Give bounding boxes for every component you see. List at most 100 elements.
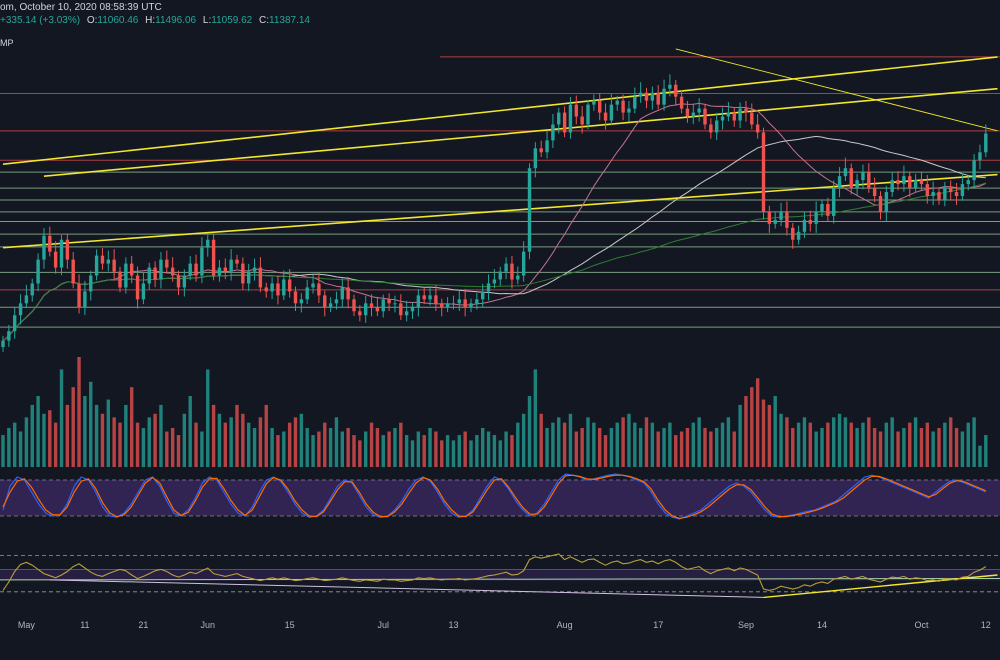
volume-bar bbox=[393, 427, 397, 467]
candle-body bbox=[609, 104, 614, 121]
open-value: 11060.46 bbox=[97, 15, 139, 26]
candle-body bbox=[791, 227, 795, 240]
candle-body bbox=[872, 188, 877, 197]
candle-body bbox=[469, 303, 473, 308]
volume-bar bbox=[24, 417, 29, 467]
candle-body bbox=[317, 283, 321, 296]
volume-bar bbox=[434, 431, 438, 467]
volume-bar bbox=[685, 427, 690, 467]
candle-body bbox=[832, 188, 836, 216]
candle-body bbox=[59, 239, 64, 268]
volume-bar bbox=[445, 435, 450, 467]
high-label: H: bbox=[145, 15, 156, 26]
volume-bar bbox=[504, 431, 508, 467]
candle-body bbox=[364, 303, 368, 316]
volume-bar bbox=[574, 431, 578, 467]
candle-body bbox=[978, 152, 982, 161]
volume-bar bbox=[615, 422, 619, 467]
candle-body bbox=[30, 283, 34, 296]
candle-body bbox=[954, 192, 959, 197]
candle-body bbox=[861, 172, 865, 181]
moving-average-20 bbox=[2, 102, 987, 342]
change-value: +335.14 (+3.03%) bbox=[0, 15, 81, 26]
volume-bar bbox=[715, 427, 719, 467]
candle-body bbox=[931, 192, 935, 197]
candle-body bbox=[849, 168, 853, 189]
volume-bar bbox=[855, 427, 859, 467]
volume-bar bbox=[112, 417, 116, 467]
volume-bar bbox=[100, 413, 105, 467]
trendline-0 bbox=[2, 56, 998, 166]
volume-bar bbox=[750, 387, 754, 467]
candle-body bbox=[211, 239, 216, 276]
indicator-label: MP bbox=[0, 38, 14, 48]
volume-bar bbox=[978, 445, 982, 467]
candle-body bbox=[925, 184, 929, 197]
candle-body bbox=[410, 307, 415, 312]
volume-bar bbox=[709, 431, 713, 467]
candle-body bbox=[562, 112, 567, 133]
candle-body bbox=[662, 88, 666, 105]
candle-body bbox=[135, 275, 140, 300]
candle-body bbox=[48, 235, 52, 252]
candle-body bbox=[270, 283, 274, 292]
volume-bar bbox=[943, 422, 947, 467]
rsi-line bbox=[2, 553, 987, 591]
candle-body bbox=[182, 275, 187, 288]
volume-bar bbox=[557, 417, 561, 467]
candle-body bbox=[94, 255, 99, 276]
volume-bar bbox=[18, 431, 23, 467]
candle-body bbox=[141, 283, 146, 300]
volume-bar bbox=[287, 422, 292, 467]
volume-bar bbox=[475, 435, 479, 467]
volume-bar bbox=[609, 427, 614, 467]
candle-body bbox=[188, 263, 192, 276]
volume-bar bbox=[235, 404, 239, 467]
volume-bar bbox=[311, 435, 315, 467]
volume-bar bbox=[276, 435, 280, 467]
volume-bar bbox=[346, 427, 350, 467]
candlesticks bbox=[1, 74, 988, 352]
volume-bar bbox=[7, 427, 11, 467]
x-tick-label: Jul bbox=[377, 620, 389, 630]
x-axis-background bbox=[0, 614, 1000, 660]
candle-body bbox=[229, 259, 233, 272]
volume-bar bbox=[387, 431, 391, 467]
volume-bar bbox=[135, 422, 140, 467]
candle-body bbox=[627, 108, 631, 113]
volume-bar bbox=[668, 422, 672, 467]
high-value: 11496.06 bbox=[155, 15, 197, 26]
volume-bar bbox=[732, 431, 736, 467]
volume-bar bbox=[399, 422, 403, 467]
candle-body bbox=[744, 108, 748, 113]
candle-body bbox=[434, 295, 438, 304]
candle-body bbox=[551, 124, 555, 141]
volume-bar bbox=[773, 396, 777, 467]
candle-body bbox=[913, 180, 918, 189]
candle-body bbox=[972, 160, 976, 181]
x-tick-label: 17 bbox=[653, 620, 663, 630]
volume-bar bbox=[913, 417, 918, 467]
volume-bar bbox=[592, 422, 596, 467]
volume-bar bbox=[551, 422, 555, 467]
candle-body bbox=[130, 263, 134, 276]
candle-body bbox=[592, 100, 596, 105]
volume-bar bbox=[761, 399, 766, 467]
candle-body bbox=[726, 112, 731, 117]
volume-bar bbox=[849, 422, 853, 467]
candle-body bbox=[241, 263, 245, 284]
x-tick-label: 14 bbox=[817, 620, 827, 630]
candle-body bbox=[481, 291, 485, 300]
volume-bar bbox=[896, 431, 900, 467]
candle-body bbox=[235, 259, 239, 264]
volume-bar bbox=[71, 387, 75, 467]
candle-body bbox=[767, 211, 772, 224]
volume-bar bbox=[252, 427, 257, 467]
candle-body bbox=[644, 92, 649, 101]
stoch-k-line bbox=[2, 473, 987, 520]
x-tick-label: Aug bbox=[557, 620, 573, 630]
volume-bar bbox=[972, 417, 976, 467]
volume-bar bbox=[954, 427, 959, 467]
volume-bar bbox=[305, 427, 309, 467]
